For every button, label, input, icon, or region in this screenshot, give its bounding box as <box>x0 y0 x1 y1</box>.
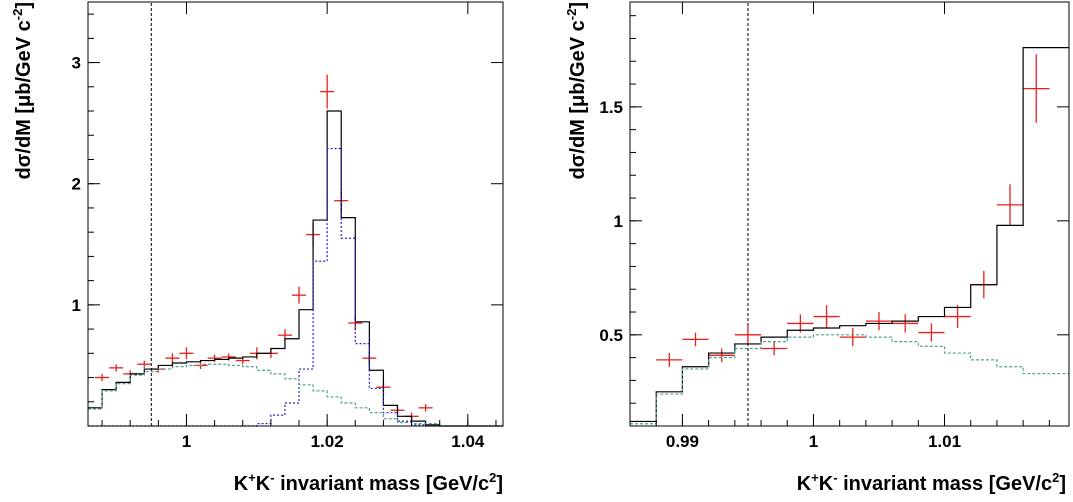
right-x-tick-label: 0.99 <box>666 432 699 451</box>
right-data-point <box>709 348 735 362</box>
left-data-point <box>179 347 193 359</box>
right-axis-ticks: 0.99 1 1.01 0.5 1 1.5 <box>599 2 1069 451</box>
left-y-tick-label: 2 <box>72 175 81 194</box>
left-data-point <box>292 287 306 304</box>
left-x-tick-label: 1.04 <box>451 432 485 451</box>
left-x-axis-label: K+K- invariant mass [GeV/c2] <box>234 470 503 495</box>
left-plot-marks <box>88 2 503 426</box>
right-data-point <box>840 328 866 346</box>
right-data-point <box>682 333 708 347</box>
left-y-tick-label: 3 <box>72 54 81 73</box>
left-y-axis-label: dσ/dM [μb/GeV c-2] <box>10 2 35 180</box>
left-data-point <box>109 364 123 371</box>
left-axis-ticks: 1 1.02 1.04 1 2 3 <box>72 2 503 451</box>
right-plot-frame <box>630 2 1069 426</box>
left-data-point <box>165 353 179 363</box>
left-y-tick-label: 1 <box>72 296 81 315</box>
right-histogram-series-1 <box>630 48 1069 422</box>
right-data-point <box>1023 54 1049 122</box>
left-data-point <box>320 75 334 109</box>
chart-panel-left: 1 1.02 1.04 1 2 3 K+K- invariant mass [GeV/c2… <box>10 2 503 495</box>
right-data-point <box>656 353 682 367</box>
right-histogram-series-2 <box>630 335 1069 424</box>
right-y-axis-label: dσ/dM [μb/GeV c-2] <box>564 2 589 180</box>
right-x-tick-label: 1 <box>809 432 818 451</box>
right-plot-marks <box>630 2 1069 426</box>
right-data-point <box>997 184 1023 225</box>
right-x-axis-label: K+K- invariant mass [GeV/c2] <box>797 470 1066 495</box>
left-histogram-series-2 <box>88 149 503 426</box>
right-data-point <box>892 314 918 332</box>
right-data-point <box>918 323 944 341</box>
left-data-point <box>419 404 433 411</box>
chart-panel-right: 0.99 1 1.01 0.5 1 1.5 K+K- invariant mass [Ge… <box>564 2 1069 495</box>
left-x-tick-label: 1 <box>182 432 191 451</box>
left-x-tick-label: 1.02 <box>311 432 344 451</box>
right-x-tick-label: 1.01 <box>928 432 961 451</box>
right-y-tick-label: 1.5 <box>599 98 623 117</box>
right-data-point <box>761 342 787 356</box>
left-data-point <box>95 374 109 381</box>
right-data-point <box>813 305 839 328</box>
right-y-tick-label: 1 <box>614 212 623 231</box>
right-data-point <box>945 305 971 328</box>
right-y-tick-label: 0.5 <box>599 326 623 345</box>
left-histogram-series-3 <box>88 364 503 426</box>
left-plot-frame <box>88 2 503 426</box>
right-data-point <box>866 312 892 330</box>
left-data-point <box>137 361 151 368</box>
right-data-point <box>735 326 761 344</box>
